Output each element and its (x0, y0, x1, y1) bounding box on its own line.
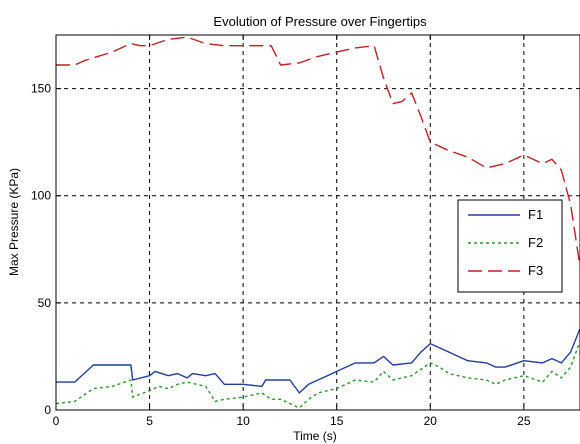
series-line-f1 (56, 328, 580, 394)
x-tick-label: 25 (517, 414, 531, 428)
y-tick-label: 0 (44, 403, 51, 417)
x-tick-label: 5 (146, 414, 153, 428)
x-tick-label: 10 (236, 414, 250, 428)
grid-lines (56, 35, 580, 410)
y-tick-label: 150 (31, 82, 51, 96)
x-tick-label: 0 (53, 414, 60, 428)
legend-label-f2: F2 (528, 235, 543, 250)
legend: F1 F2 F3 (457, 199, 563, 293)
plot-frame (55, 34, 580, 411)
axis-ticks: 0 5 10 15 20 25 0 50 100 150 (31, 35, 531, 428)
legend-label-f1: F1 (528, 207, 543, 222)
series-line-f2 (55, 341, 580, 409)
series-line-f3 (56, 36, 580, 267)
chart-title: Evolution of Pressure over Fingertips (213, 14, 427, 29)
x-tick-label: 15 (330, 414, 344, 428)
legend-label-f3: F3 (528, 263, 543, 278)
y-axis-label: Max Pressure (KPa) (7, 168, 21, 276)
x-axis-label: Time (s) (293, 429, 337, 443)
x-tick-label: 20 (424, 414, 438, 428)
y-tick-label: 100 (31, 189, 51, 203)
series-lines (55, 36, 580, 409)
y-tick-label: 50 (38, 296, 52, 310)
legend-box (457, 199, 563, 293)
